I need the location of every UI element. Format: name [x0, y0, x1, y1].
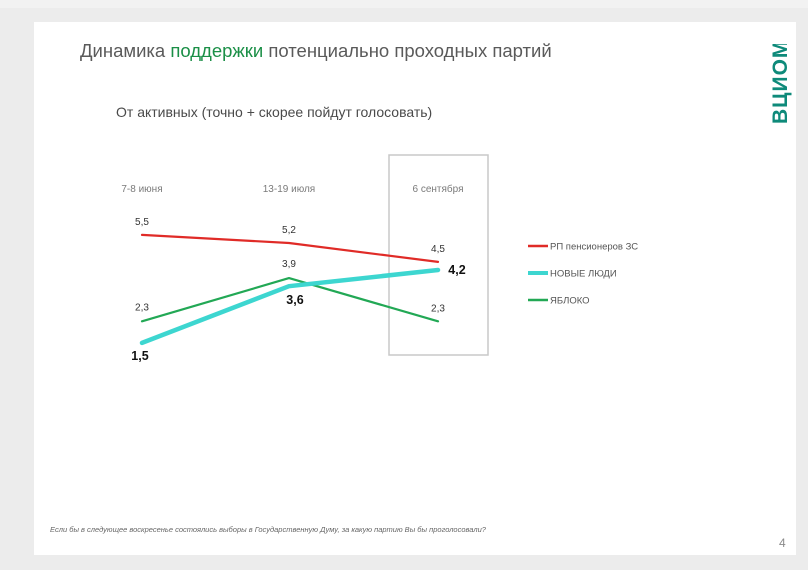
legend-label-2: НОВЫЕ ЛЮДИ: [550, 269, 617, 280]
category-label-1: 7-8 июня: [121, 184, 162, 195]
vciom-logo: ВЦИОМ: [769, 44, 792, 124]
data-label-s3-p3: 2,3: [431, 303, 445, 314]
title-text-start: Динамика: [80, 40, 171, 61]
window-top-strip: [0, 0, 808, 8]
page-number: 4: [779, 536, 786, 550]
title-text-end: потенциально проходных партий: [263, 40, 552, 61]
title-highlight: поддержки: [170, 40, 264, 61]
logo-text: ВЦИОМ: [769, 44, 792, 124]
slide-title: Динамика поддержки потенциально проходны…: [80, 40, 552, 62]
data-label-s3-p1: 2,3: [135, 302, 149, 313]
category-label-3: 6 сентября: [412, 183, 463, 195]
series-line-3: [140, 277, 440, 323]
slide-subtitle: От активных (точно + скорее пойдут голос…: [116, 104, 433, 120]
category-label-2: 13-19 июля: [263, 184, 315, 195]
legend-label-1: РП пенсионеров ЗС: [550, 242, 638, 253]
data-label-s2-p1: 1,5: [131, 349, 148, 363]
data-label-s2-p2: 3,6: [286, 293, 303, 307]
data-label-s1-p2: 5,2: [282, 225, 296, 236]
series-line-1: [140, 233, 440, 263]
data-label-s1-p3: 4,5: [431, 244, 445, 255]
data-label-s2-p3: 4,2: [448, 263, 465, 277]
data-label-s1-p1: 5,5: [135, 217, 149, 228]
data-label-s3-p2: 3,9: [282, 259, 296, 270]
legend-label-3: ЯБЛОКО: [550, 296, 590, 307]
series-line-2: [139, 267, 441, 346]
survey-question-footnote: Если бы в следующее воскресенье состояли…: [50, 525, 486, 534]
slide: Динамика поддержки потенциально проходны…: [34, 22, 796, 555]
